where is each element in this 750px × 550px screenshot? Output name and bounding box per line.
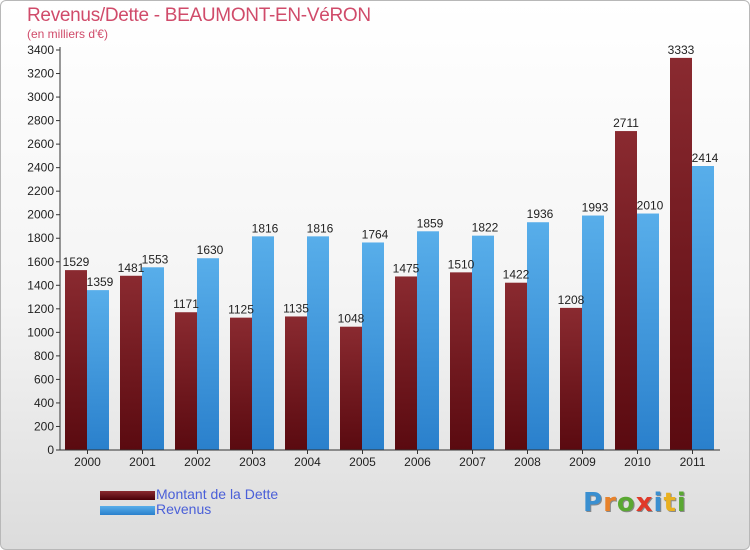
chart-subtitle: (en milliers d'€) — [27, 27, 108, 41]
y-tick-label-200: 200 — [34, 419, 54, 433]
y-tick-label-1000: 1000 — [27, 325, 54, 339]
x-tick-label-2008: 2008 — [514, 455, 541, 469]
y-tick-label-1400: 1400 — [27, 278, 54, 292]
y-tick-label-3000: 3000 — [27, 90, 54, 104]
value-label-revenus-2005: 1764 — [362, 227, 389, 241]
x-tick-label-2003: 2003 — [239, 455, 266, 469]
value-label-dette-2002: 1171 — [173, 297, 199, 311]
bar-dette-2006 — [395, 276, 417, 450]
value-label-dette-2007: 1510 — [448, 257, 475, 271]
x-tick-label-2006: 2006 — [404, 455, 431, 469]
value-label-revenus-2002: 1630 — [197, 243, 224, 257]
bar-revenus-2002 — [197, 258, 219, 450]
y-tick-label-600: 600 — [34, 372, 54, 386]
bar-revenus-2007 — [472, 235, 494, 450]
bar-revenus-2006 — [417, 231, 439, 450]
value-label-revenus-2003: 1816 — [252, 221, 279, 235]
bar-revenus-2001 — [142, 267, 164, 450]
y-tick-label-2000: 2000 — [27, 208, 54, 222]
axes-layer: 0 200 400 600 800 1000 1200 1400 1600 1800 2000 220… — [27, 43, 720, 469]
y-tick-label-1800: 1800 — [27, 231, 54, 245]
y-tick-label-3400: 3400 — [27, 43, 54, 57]
value-label-revenus-2000: 1359 — [87, 275, 114, 289]
y-tick-label-2200: 2200 — [27, 184, 54, 198]
x-tick-label-2001: 2001 — [129, 455, 156, 469]
logo-letter: t — [663, 488, 677, 518]
value-label-dette-2001: 1481 — [118, 261, 145, 275]
x-tick-label-2002: 2002 — [184, 455, 211, 469]
value-label-revenus-2001: 1553 — [142, 252, 169, 266]
y-tick-label-3200: 3200 — [27, 67, 54, 81]
y-tick-label-0: 0 — [47, 443, 54, 457]
y-tick-label-1600: 1600 — [27, 255, 54, 269]
logo-letter: x — [635, 488, 654, 518]
value-label-revenus-2004: 1816 — [307, 221, 334, 235]
x-tick-label-2009: 2009 — [569, 455, 596, 469]
x-tick-label-2004: 2004 — [294, 455, 321, 469]
bar-dette-2002 — [175, 312, 197, 450]
bar-dette-2007 — [450, 272, 472, 450]
logo-letter: i — [676, 488, 687, 518]
bar-dette-2005 — [340, 326, 362, 450]
chart-title: Revenus/Dette - BEAUMONT-EN-VéRON — [27, 5, 371, 26]
legend-swatch-dette — [100, 491, 155, 500]
bar-revenus-2010 — [637, 213, 659, 450]
logo-letter: o — [616, 488, 636, 518]
bar-dette-2009 — [560, 307, 582, 450]
bar-dette-2000 — [65, 270, 87, 450]
x-tick-label-2011: 2011 — [680, 455, 706, 469]
value-label-dette-2003: 1125 — [228, 303, 254, 317]
bar-dette-2008 — [505, 282, 527, 450]
bar-dette-2011 — [670, 57, 692, 450]
logo-letter: r — [603, 488, 617, 518]
legend-label-revenus: Revenus — [156, 501, 212, 517]
y-tick-label-2600: 2600 — [27, 137, 54, 151]
bar-dette-2003 — [230, 317, 252, 450]
value-label-dette-2005: 1048 — [338, 312, 365, 326]
x-tick-label-2010: 2010 — [624, 455, 651, 469]
bar-revenus-2000 — [87, 290, 109, 450]
logo-letter: P — [583, 488, 604, 518]
bar-dette-2010 — [615, 131, 637, 450]
y-tick-label-2800: 2800 — [27, 114, 54, 128]
y-tick-label-2400: 2400 — [27, 161, 54, 175]
bar-revenus-2004 — [307, 236, 329, 450]
value-label-revenus-2008: 1936 — [527, 207, 554, 221]
bar-dette-2004 — [285, 316, 307, 450]
bars-layer — [65, 57, 714, 450]
legend-label-dette: Montant de la Dette — [156, 486, 279, 502]
value-label-dette-2009: 1208 — [558, 293, 585, 307]
x-tick-label-2000: 2000 — [74, 455, 101, 469]
bar-revenus-2009 — [582, 215, 604, 450]
x-tick-label-2005: 2005 — [349, 455, 376, 469]
x-tick-label-2007: 2007 — [459, 455, 486, 469]
value-label-revenus-2011: 2414 — [692, 151, 719, 165]
value-label-dette-2008: 1422 — [503, 268, 530, 282]
logo-letter: i — [653, 488, 664, 518]
value-label-revenus-2009: 1993 — [582, 201, 609, 215]
value-label-revenus-2010: 2010 — [637, 199, 664, 213]
value-label-dette-2004: 1135 — [283, 301, 309, 315]
bar-revenus-2008 — [527, 222, 549, 450]
value-label-dette-2000: 1529 — [63, 255, 90, 269]
y-tick-label-800: 800 — [34, 349, 54, 363]
y-tick-label-1200: 1200 — [27, 302, 54, 316]
value-label-dette-2011: 3333 — [668, 43, 695, 57]
value-labels-layer: 1529 1481 1171 1125 1135 1048 1475 1510 1422 1208… — [63, 43, 719, 326]
bar-revenus-2011 — [692, 166, 714, 450]
bar-revenus-2003 — [252, 236, 274, 450]
proxiti-logo: Proxiti — [583, 488, 687, 518]
value-label-revenus-2007: 1822 — [472, 221, 499, 235]
y-tick-label-400: 400 — [34, 396, 54, 410]
bar-dette-2001 — [120, 275, 142, 450]
bar-revenus-2005 — [362, 242, 384, 450]
value-label-dette-2006: 1475 — [393, 261, 420, 275]
value-label-dette-2010: 2711 — [613, 116, 639, 130]
legend-swatch-revenus — [100, 506, 155, 515]
value-label-revenus-2006: 1859 — [417, 216, 444, 230]
